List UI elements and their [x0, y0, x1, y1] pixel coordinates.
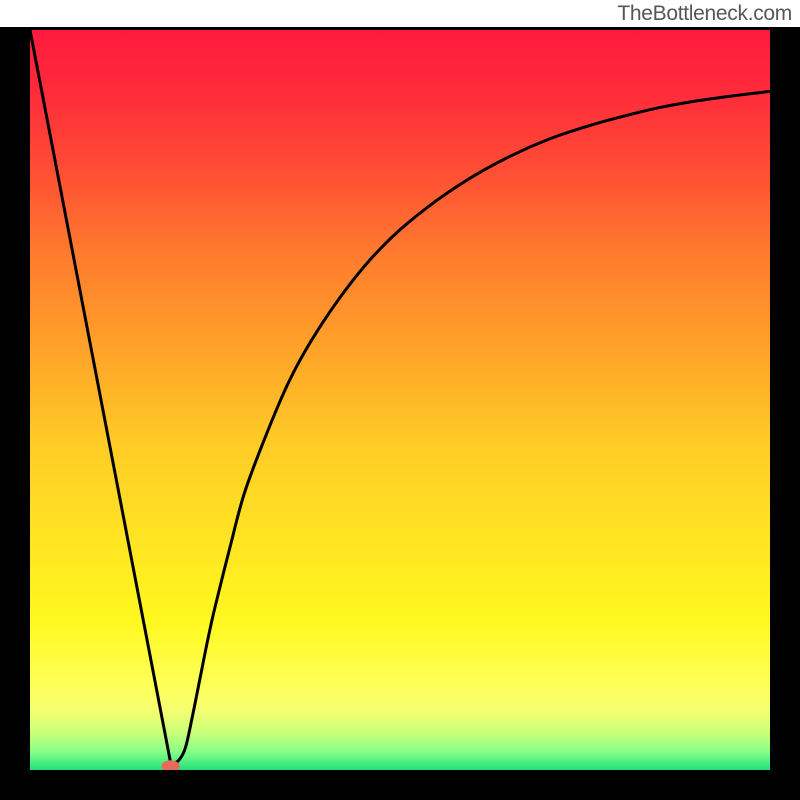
gradient-background — [30, 30, 770, 770]
attribution-text: TheBottleneck.com — [617, 2, 792, 26]
bottleneck-chart: TheBottleneck.com — [0, 0, 800, 800]
chart-svg — [0, 0, 800, 800]
